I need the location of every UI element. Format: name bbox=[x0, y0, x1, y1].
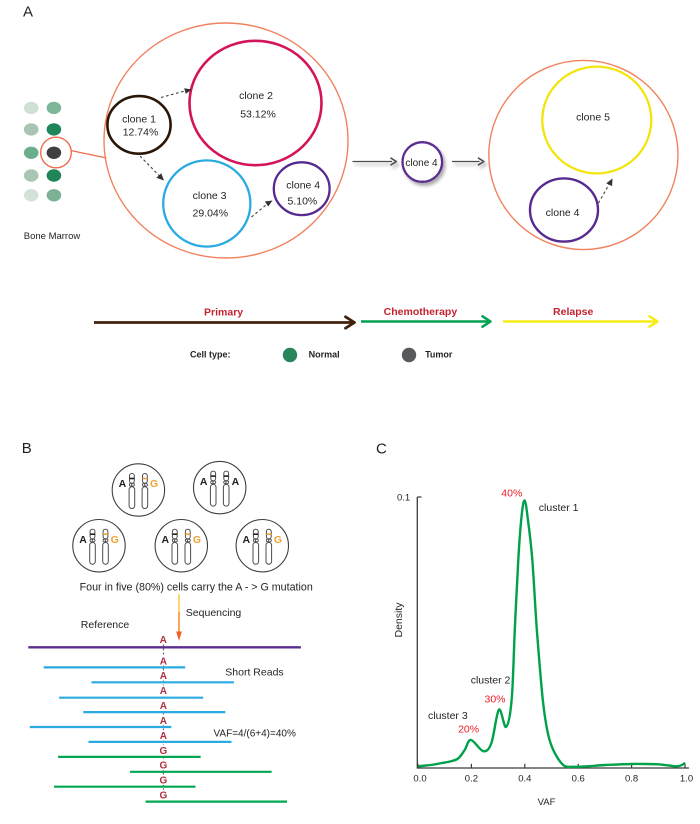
svg-text:Density: Density bbox=[393, 602, 405, 638]
svg-text:A: A bbox=[160, 635, 167, 646]
svg-text:0.4: 0.4 bbox=[518, 773, 531, 784]
svg-text:clone 3: clone 3 bbox=[193, 190, 227, 202]
svg-text:Chemotherapy: Chemotherapy bbox=[384, 306, 458, 318]
svg-text:0.6: 0.6 bbox=[572, 773, 585, 784]
svg-text:0.1: 0.1 bbox=[397, 493, 410, 504]
svg-text:clone 4: clone 4 bbox=[286, 180, 320, 192]
svg-text:5.10%: 5.10% bbox=[288, 196, 318, 208]
svg-text:Cell type:: Cell type: bbox=[190, 349, 231, 359]
svg-text:A: A bbox=[160, 701, 167, 712]
svg-text:cluster 1: cluster 1 bbox=[539, 502, 579, 514]
svg-text:30%: 30% bbox=[484, 694, 505, 706]
svg-text:VAF: VAF bbox=[538, 797, 556, 808]
svg-text:clone 4: clone 4 bbox=[405, 158, 438, 169]
svg-text:clone 1: clone 1 bbox=[122, 113, 156, 125]
svg-text:Tumor: Tumor bbox=[425, 349, 453, 359]
svg-text:Short Reads: Short Reads bbox=[225, 666, 283, 678]
svg-text:C: C bbox=[376, 440, 387, 457]
svg-text:Bone Marrow: Bone Marrow bbox=[24, 231, 81, 242]
svg-text:A: A bbox=[160, 731, 167, 742]
svg-text:G: G bbox=[160, 791, 168, 802]
svg-text:Four in five (80%) cells carry: Four in five (80%) cells carry the A - >… bbox=[80, 582, 313, 594]
svg-text:cluster 3: cluster 3 bbox=[428, 710, 468, 722]
svg-text:B: B bbox=[22, 440, 32, 457]
svg-text:29.04%: 29.04% bbox=[192, 207, 228, 219]
svg-text:A: A bbox=[160, 686, 167, 697]
svg-text:VAF=4/(6+4)=40%: VAF=4/(6+4)=40% bbox=[214, 729, 296, 740]
svg-text:A: A bbox=[160, 671, 167, 682]
svg-text:Normal: Normal bbox=[309, 349, 340, 359]
svg-text:G: G bbox=[160, 746, 168, 757]
svg-text:20%: 20% bbox=[458, 724, 479, 736]
svg-text:Relapse: Relapse bbox=[553, 306, 593, 318]
svg-text:Reference: Reference bbox=[81, 619, 130, 631]
svg-text:cluster 2: cluster 2 bbox=[471, 674, 511, 686]
svg-text:G: G bbox=[160, 776, 168, 787]
svg-text:1.0: 1.0 bbox=[680, 773, 693, 784]
svg-text:clone 2: clone 2 bbox=[239, 90, 273, 102]
svg-text:12.74%: 12.74% bbox=[123, 126, 159, 138]
svg-text:40%: 40% bbox=[501, 488, 522, 500]
svg-text:clone 5: clone 5 bbox=[576, 112, 610, 124]
svg-text:A: A bbox=[160, 716, 167, 727]
svg-text:G: G bbox=[160, 761, 168, 772]
svg-text:0.8: 0.8 bbox=[625, 773, 638, 784]
svg-text:0.0: 0.0 bbox=[413, 773, 426, 784]
svg-text:clone 4: clone 4 bbox=[546, 207, 580, 219]
svg-text:A: A bbox=[23, 4, 33, 21]
svg-text:53.12%: 53.12% bbox=[240, 109, 276, 121]
svg-text:0.2: 0.2 bbox=[465, 773, 478, 784]
svg-text:Sequencing: Sequencing bbox=[186, 607, 242, 619]
svg-text:Primary: Primary bbox=[204, 307, 243, 319]
svg-text:A: A bbox=[160, 656, 167, 667]
